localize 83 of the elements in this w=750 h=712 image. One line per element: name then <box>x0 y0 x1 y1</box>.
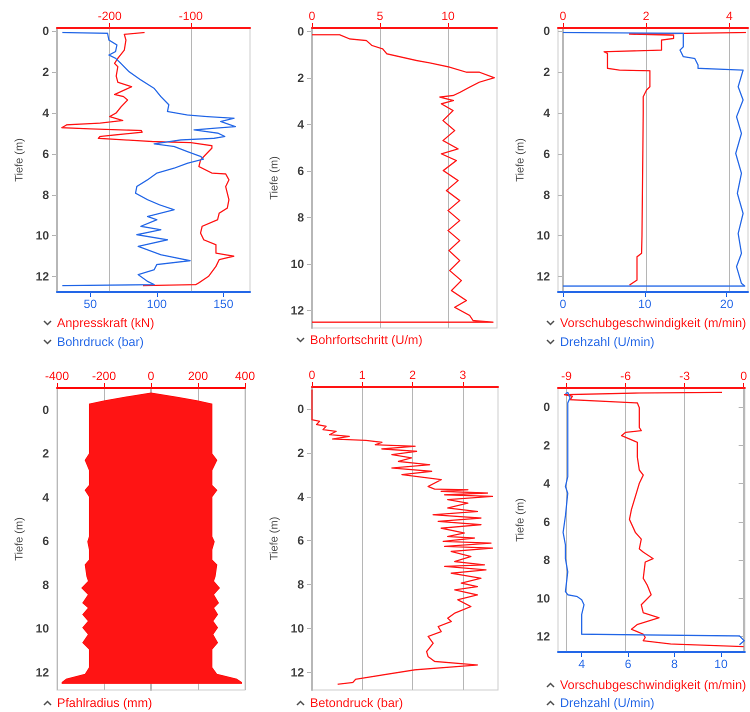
x-tick-label: 0 <box>148 369 155 383</box>
y-tick-label: 0 <box>297 24 304 38</box>
x-tick-label: -400 <box>44 369 70 383</box>
series-label: Betondruck (bar) <box>310 695 404 711</box>
x-tick-label: 50 <box>84 297 98 311</box>
series-label: Bohrfortschritt (U/m) <box>310 332 423 348</box>
x2-tick-label: -3 <box>679 369 690 383</box>
x-tick-label: 200 <box>188 369 208 383</box>
y-tick-label: 6 <box>543 146 550 161</box>
y-tick-label: 2 <box>543 438 550 452</box>
x-tick-label: 3 <box>459 368 466 382</box>
y-axis-title: Tiefe (m) <box>268 516 280 560</box>
y-tick-label: 12 <box>290 665 304 680</box>
y-tick-label: 10 <box>536 228 550 243</box>
y-tick-label: 12 <box>536 270 550 284</box>
x-tick-label: 400 <box>234 369 256 383</box>
text: Vorschubgeschwindigkeit (m/min) <box>560 315 746 331</box>
x-tick-label: 5 <box>376 9 384 23</box>
y-axis-title: Tiefe (m) <box>13 138 26 182</box>
y-tick-label: 0 <box>543 400 550 414</box>
y-axis-title: Tiefe (m) <box>268 156 280 200</box>
x-tick-label: 2 <box>409 368 416 382</box>
text: Bohrdruck (bar) <box>57 334 144 350</box>
y-tick-label: 8 <box>297 210 304 225</box>
y-tick-label: 8 <box>42 188 50 202</box>
y-tick-label: 8 <box>297 578 304 592</box>
x-tick-label: 8 <box>671 657 678 671</box>
x-tick-label: 0 <box>308 368 316 382</box>
x-tick-label: 10 <box>441 9 456 23</box>
y-tick-label: 0 <box>42 402 50 417</box>
x-tick-label: 100 <box>146 297 168 311</box>
y-tick-label: 0 <box>543 24 550 38</box>
y-tick-label: 6 <box>297 534 304 548</box>
y-tick-label: 6 <box>297 164 304 178</box>
x-tick-label: 10 <box>638 297 652 311</box>
x2-tick-label: -100 <box>178 9 204 23</box>
y-axis-title: Tiefe (m) <box>514 138 526 182</box>
y-tick-label: 10 <box>36 622 50 636</box>
text: Drehzahl (U/min) <box>560 695 654 711</box>
y-tick-label: 2 <box>297 446 304 460</box>
x2-tick-label: -9 <box>561 369 572 383</box>
text: Anpresskraft (kN) <box>57 315 154 331</box>
y-tick-label: 4 <box>543 106 550 120</box>
y-tick-label: 8 <box>543 188 550 202</box>
series-label: Pfahlradius (mm) <box>57 695 152 711</box>
y-tick-label: 0 <box>42 24 50 38</box>
y-tick-label: 10 <box>36 228 50 243</box>
y-tick-label: 10 <box>290 622 304 636</box>
y-tick-label: 8 <box>543 553 550 568</box>
y-tick-label: 10 <box>290 257 304 272</box>
y-tick-label: 12 <box>36 665 50 680</box>
y-tick-label: 4 <box>543 476 550 491</box>
y-tick-label: 2 <box>543 65 550 79</box>
x-tick-label: 1 <box>358 368 366 382</box>
y-tick-label: 6 <box>42 146 50 161</box>
x-tick-label: 20 <box>720 297 734 311</box>
y-tick-label: 4 <box>42 490 50 504</box>
x-tick-label: -200 <box>92 369 116 383</box>
y-tick-label: 2 <box>42 65 50 79</box>
y-tick-label: 4 <box>297 490 304 504</box>
text: Vorschubgeschwindigkeit (m/min) <box>560 677 746 693</box>
x-tick-label: 0 <box>308 9 316 23</box>
y-tick-label: 4 <box>297 118 304 132</box>
y-tick-label: 0 <box>297 402 304 416</box>
x-tick-label: 0 <box>560 297 567 311</box>
x2-tick-label: -6 <box>620 369 632 383</box>
y-tick-label: 6 <box>42 534 50 548</box>
x-tick-label: 6 <box>624 657 632 671</box>
y-tick-label: 6 <box>543 514 550 529</box>
y-tick-label: 12 <box>36 270 50 284</box>
y-tick-label: 2 <box>42 446 50 461</box>
y-tick-label: 4 <box>42 106 50 120</box>
text: Drehzahl (U/min) <box>560 334 654 350</box>
y-tick-label: 8 <box>42 578 50 592</box>
y-tick-label: 2 <box>297 71 304 85</box>
x-tick-label: 10 <box>714 657 728 671</box>
y-tick-label: 12 <box>536 630 550 644</box>
y-axis-title: Tiefe (m) <box>13 517 26 561</box>
y-axis-title: Tiefe (m) <box>514 498 526 542</box>
x-tick-label: 4 <box>578 657 586 671</box>
y-tick-label: 10 <box>536 591 550 606</box>
x-tick-label: 150 <box>213 297 234 311</box>
y-tick-label: 12 <box>290 304 304 318</box>
